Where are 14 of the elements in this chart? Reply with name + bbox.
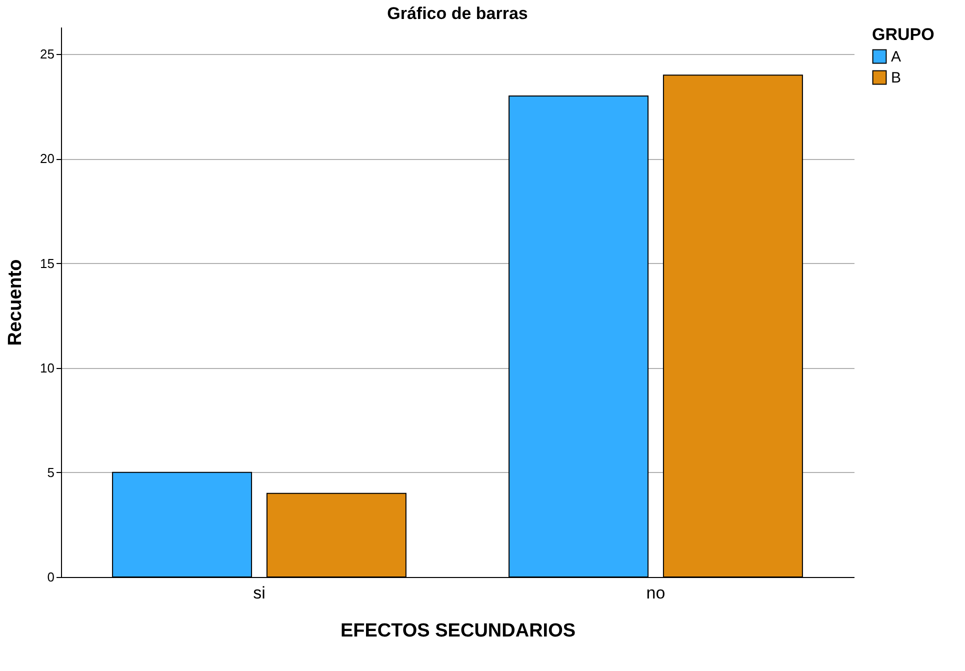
y-tick-label: 0 (47, 570, 54, 584)
y-tick-label: 10 (40, 360, 54, 376)
legend-label: A (891, 48, 902, 66)
y-tick-label: 15 (40, 256, 54, 271)
y-tick-label: 20 (40, 151, 54, 166)
y-tick-label: 5 (47, 464, 54, 480)
x-axis-title: EFECTOS SECUNDARIOS (340, 620, 576, 642)
y-tick-label: 25 (40, 46, 54, 62)
chart-title: Gráfico de barras (387, 4, 528, 23)
x-tick-label: no (646, 584, 666, 602)
legend-label: B (891, 70, 902, 86)
y-axis-title: Recuento (5, 259, 26, 346)
x-tick-label: si (253, 584, 266, 602)
legend-title: GRUPO (872, 25, 934, 44)
